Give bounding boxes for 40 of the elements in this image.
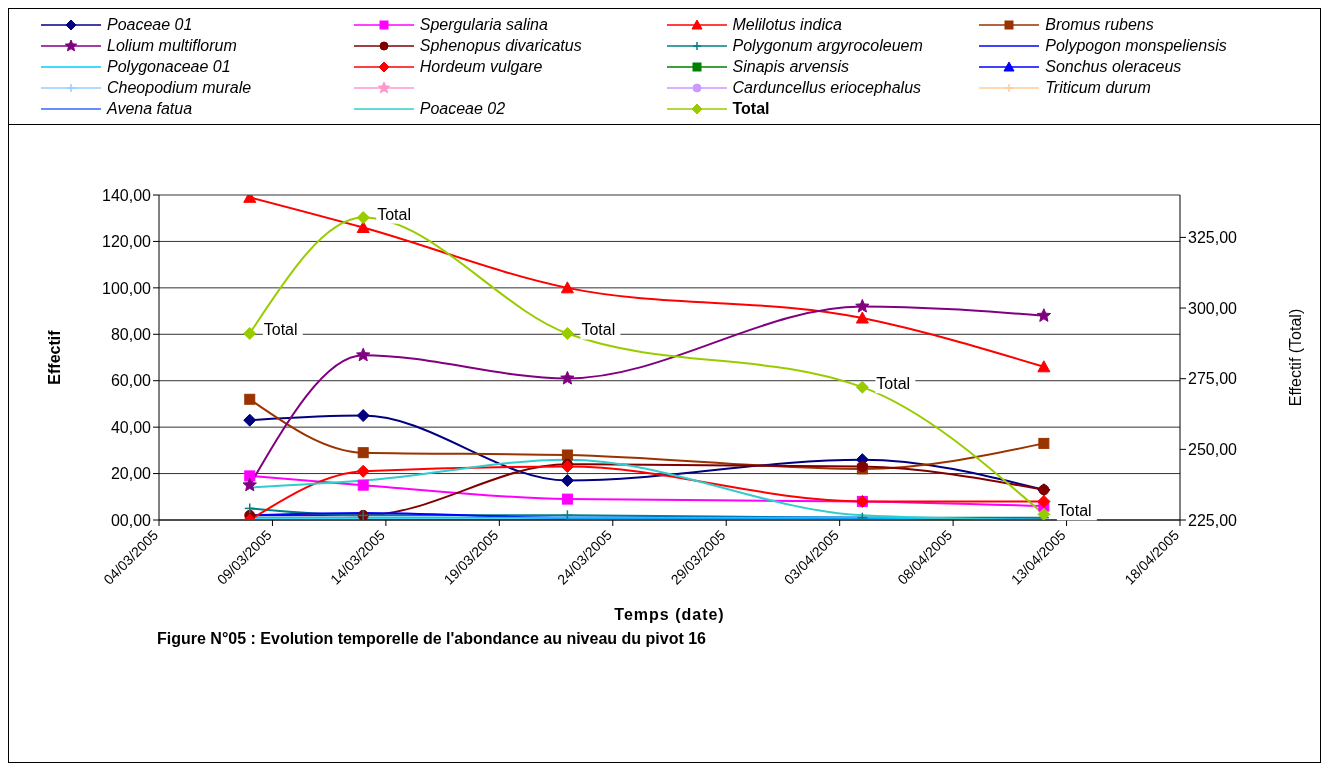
legend-label: Sphenopus divaricatus: [419, 36, 582, 55]
y2-axis-title: Effectif (Total): [1286, 308, 1304, 407]
annotation: Total: [581, 321, 616, 339]
legend-label: Polypogon monspeliensis: [1045, 36, 1227, 55]
y-tick-label: 100,00: [102, 279, 152, 297]
annotation: Total: [876, 375, 911, 393]
legend-label: Melilotus indica: [732, 15, 842, 34]
y2-tick-label: 325,00: [1188, 229, 1238, 247]
y-axis-title: Effectif: [45, 329, 63, 385]
legend-label: Polygonaceae 01: [107, 57, 231, 76]
y2-tick-label: 275,00: [1188, 370, 1238, 388]
legend-label: Lolium multiflorum: [107, 36, 237, 55]
legend-label: Sonchus oleraceus: [1045, 57, 1182, 76]
y2-tick-label: 225,00: [1188, 511, 1238, 529]
legend-label: Cheopodium murale: [107, 78, 252, 97]
legend-label: Spergularia salina: [419, 15, 548, 34]
legend-label: Poaceae 02: [419, 99, 506, 118]
legend-label: Hordeum vulgare: [419, 57, 543, 76]
y-tick-label: 60,00: [110, 372, 152, 390]
legend-label: Poaceae 01: [107, 15, 193, 34]
annotation: Total: [1057, 502, 1092, 520]
legend-label: Carduncellus eriocephalus: [732, 78, 922, 97]
y-tick-label: 120,00: [102, 233, 152, 251]
y-tick-label: 40,00: [110, 418, 152, 436]
legend-label: Polygonum argyrocoleuem: [732, 36, 923, 55]
legend-label: Avena fatua: [107, 99, 193, 118]
y2-tick-label: 300,00: [1188, 299, 1238, 317]
legend-label: Total: [732, 99, 770, 118]
y-tick-label: 140,00: [102, 186, 152, 204]
annotation: Total: [263, 321, 298, 339]
y-tick-label: 80,00: [110, 325, 152, 343]
y2-tick-label: 250,00: [1188, 441, 1238, 459]
text: Figure N°05 : Evolution temporelle de l'abondance au niveau du pivot 16: [157, 630, 706, 648]
annotation: Total: [377, 205, 411, 223]
legend-label: Triticum durum: [1045, 78, 1151, 97]
y-tick-label: 20,00: [110, 465, 152, 483]
x-axis-title: Temps (date): [614, 606, 725, 623]
y-tick-label: 00,00: [110, 511, 152, 529]
legend-label: Bromus rubens: [1045, 15, 1154, 34]
legend-label: Sinapis arvensis: [732, 57, 849, 76]
